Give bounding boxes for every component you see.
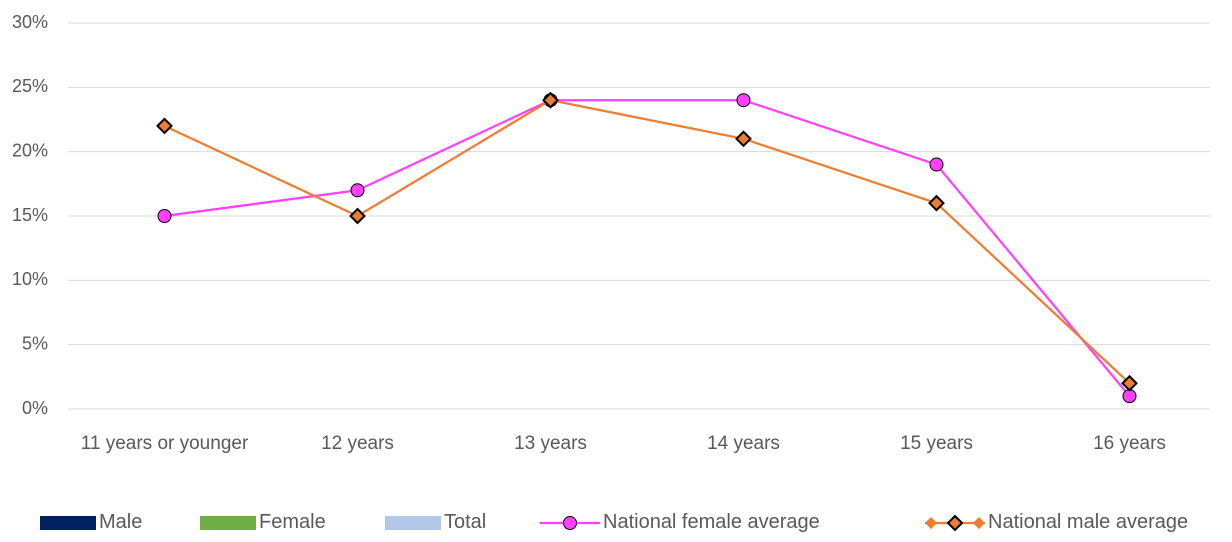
marker [735,130,752,148]
legend-label: Male [99,511,143,533]
marker [929,157,944,172]
legend-item: National male average [925,511,1188,534]
x-tick-label: 13 years [514,433,587,454]
legend-label: Female [259,511,326,533]
legend-marker [925,516,937,529]
x-tick-label: 12 years [321,433,394,454]
legend-key [40,515,96,530]
y-tick-label: 30% [12,12,48,32]
legend-key [540,515,600,530]
y-tick-label: 10% [12,269,48,289]
marker [542,91,559,109]
y-tick-label: 25% [12,76,48,96]
legend-item: Total [385,511,486,534]
marker [1121,374,1138,392]
marker [563,515,577,530]
legend-marker [973,516,985,529]
marker [156,117,173,135]
marker [349,207,366,225]
x-tick-label: 15 years [900,433,973,454]
series-line [164,99,1131,385]
x-tick-label: 14 years [707,433,780,454]
series-line [164,99,1131,397]
x-tick-label: 16 years [1093,433,1166,454]
marker [350,183,365,198]
x-tick-label: 11 years or younger [80,433,249,454]
y-tick-label: 20% [12,140,48,160]
legend-swatch [385,515,441,530]
legend-item: National female average [540,511,820,534]
legend-item: Female [200,511,326,534]
y-tick-label: 0% [22,398,48,418]
marker [157,209,172,223]
marker [736,93,751,108]
marker [946,514,964,531]
legend-key [925,514,985,531]
legend-key [385,515,441,530]
legend-label: Total [444,511,487,533]
legend-key [200,515,256,530]
y-tick-label: 5% [22,333,48,353]
marker [928,194,945,212]
legend-label: National male average [988,511,1189,533]
legend-swatch [200,515,256,530]
legend-item: Male [40,511,142,534]
legend-label: National female average [603,511,820,533]
y-tick-label: 15% [12,205,48,225]
legend-swatch [40,515,96,530]
